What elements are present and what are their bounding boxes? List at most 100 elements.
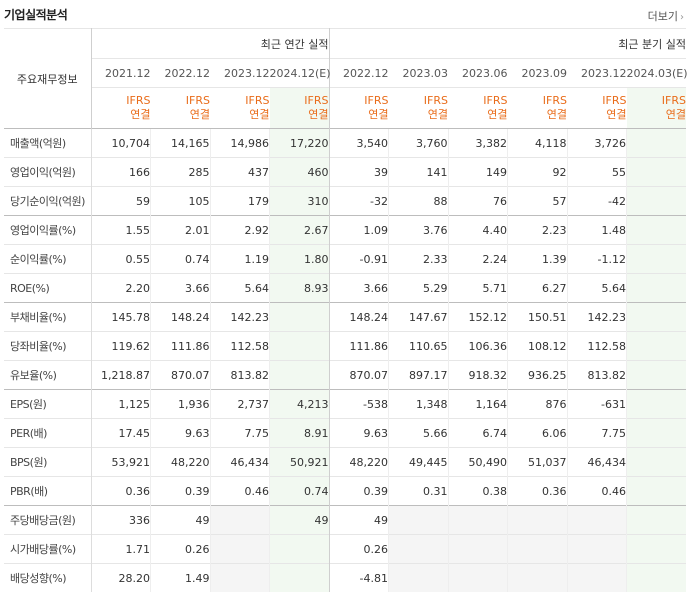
table-cell: 105 xyxy=(151,187,211,216)
table-cell: 5.29 xyxy=(389,274,449,303)
table-cell: 2.23 xyxy=(508,216,568,245)
consolidated-label: 연결 xyxy=(448,108,508,122)
table-cell: 150.51 xyxy=(508,303,568,332)
table-cell xyxy=(210,564,270,592)
period-header: 2022.12 xyxy=(329,59,389,88)
table-cell xyxy=(270,332,330,361)
table-cell: 0.46 xyxy=(567,477,627,506)
row-label: PBR(배) xyxy=(4,477,91,506)
table-cell: 166 xyxy=(91,158,151,187)
group-quarter-header: 최근 분기 실적 xyxy=(329,29,686,59)
table-cell: 5.71 xyxy=(448,274,508,303)
table-cell: 148.24 xyxy=(329,303,389,332)
table-cell: 1.19 xyxy=(210,245,270,274)
more-link[interactable]: 더보기› xyxy=(648,8,684,24)
table-cell: 3,382 xyxy=(448,129,508,158)
table-cell: 59 xyxy=(91,187,151,216)
period-header: 2021.12 xyxy=(91,59,151,88)
table-cell: 51,037 xyxy=(508,448,568,477)
table-cell: 0.74 xyxy=(151,245,211,274)
row-label: 부채비율(%) xyxy=(4,303,91,332)
table-cell: 2.20 xyxy=(91,274,151,303)
ifrs-label: IFRS xyxy=(627,94,687,108)
table-cell: 1.09 xyxy=(329,216,389,245)
chevron-right-icon: › xyxy=(680,12,684,23)
table-cell: 870.07 xyxy=(151,361,211,390)
table-cell xyxy=(627,361,687,390)
ifrs-label: IFRS xyxy=(448,94,508,108)
table-cell: 6.74 xyxy=(448,419,508,448)
table-cell: 2.92 xyxy=(210,216,270,245)
table-cell: 142.23 xyxy=(567,303,627,332)
table-cell xyxy=(270,564,330,592)
table-cell: 437 xyxy=(210,158,270,187)
table-cell: 1.55 xyxy=(91,216,151,245)
table-cell: 108.12 xyxy=(508,332,568,361)
table-cell: 0.39 xyxy=(329,477,389,506)
table-cell: 0.26 xyxy=(151,535,211,564)
table-cell: 6.06 xyxy=(508,419,568,448)
consolidated-label: 연결 xyxy=(92,108,151,122)
table-cell: 1.71 xyxy=(91,535,151,564)
table-cell: 92 xyxy=(508,158,568,187)
table-cell: 50,921 xyxy=(270,448,330,477)
table-cell xyxy=(627,303,687,332)
table-cell: 7.75 xyxy=(210,419,270,448)
corner-label: 주요재무정보 xyxy=(4,29,91,129)
table-cell: 813.82 xyxy=(210,361,270,390)
period-header: 2024.12(E) xyxy=(270,59,330,88)
ifrs-label: IFRS xyxy=(270,94,329,108)
table-cell: 5.66 xyxy=(389,419,449,448)
table-cell: 28.20 xyxy=(91,564,151,592)
table-cell: 0.39 xyxy=(151,477,211,506)
row-label: 매출액(억원) xyxy=(4,129,91,158)
table-cell: 2.33 xyxy=(389,245,449,274)
period-header: 2023.12 xyxy=(210,59,270,88)
table-cell: 53,921 xyxy=(91,448,151,477)
row-label: EPS(원) xyxy=(4,390,91,419)
table-cell: 0.38 xyxy=(448,477,508,506)
consolidated-label: 연결 xyxy=(270,108,329,122)
table-cell: 106.36 xyxy=(448,332,508,361)
period-header: 2022.12 xyxy=(151,59,211,88)
table-cell: 49,445 xyxy=(389,448,449,477)
consolidated-label: 연결 xyxy=(627,108,687,122)
table-cell: 49 xyxy=(151,506,211,535)
row-label: 배당성향(%) xyxy=(4,564,91,592)
table-cell xyxy=(627,245,687,274)
table-cell: 460 xyxy=(270,158,330,187)
table-cell: 76 xyxy=(448,187,508,216)
table-cell: 7.75 xyxy=(567,419,627,448)
table-cell xyxy=(627,158,687,187)
table-cell xyxy=(389,564,449,592)
table-cell: 8.91 xyxy=(270,419,330,448)
table-cell: 50,490 xyxy=(448,448,508,477)
table-cell: 1.48 xyxy=(567,216,627,245)
table-cell xyxy=(627,332,687,361)
table-cell xyxy=(389,506,449,535)
table-cell: 1,936 xyxy=(151,390,211,419)
table-cell xyxy=(627,448,687,477)
table-cell: -1.12 xyxy=(567,245,627,274)
period-header: 2024.03(E) xyxy=(627,59,687,88)
table-cell xyxy=(508,535,568,564)
table-cell: -42 xyxy=(567,187,627,216)
ifrs-label: IFRS xyxy=(389,94,449,108)
table-cell: 48,220 xyxy=(151,448,211,477)
